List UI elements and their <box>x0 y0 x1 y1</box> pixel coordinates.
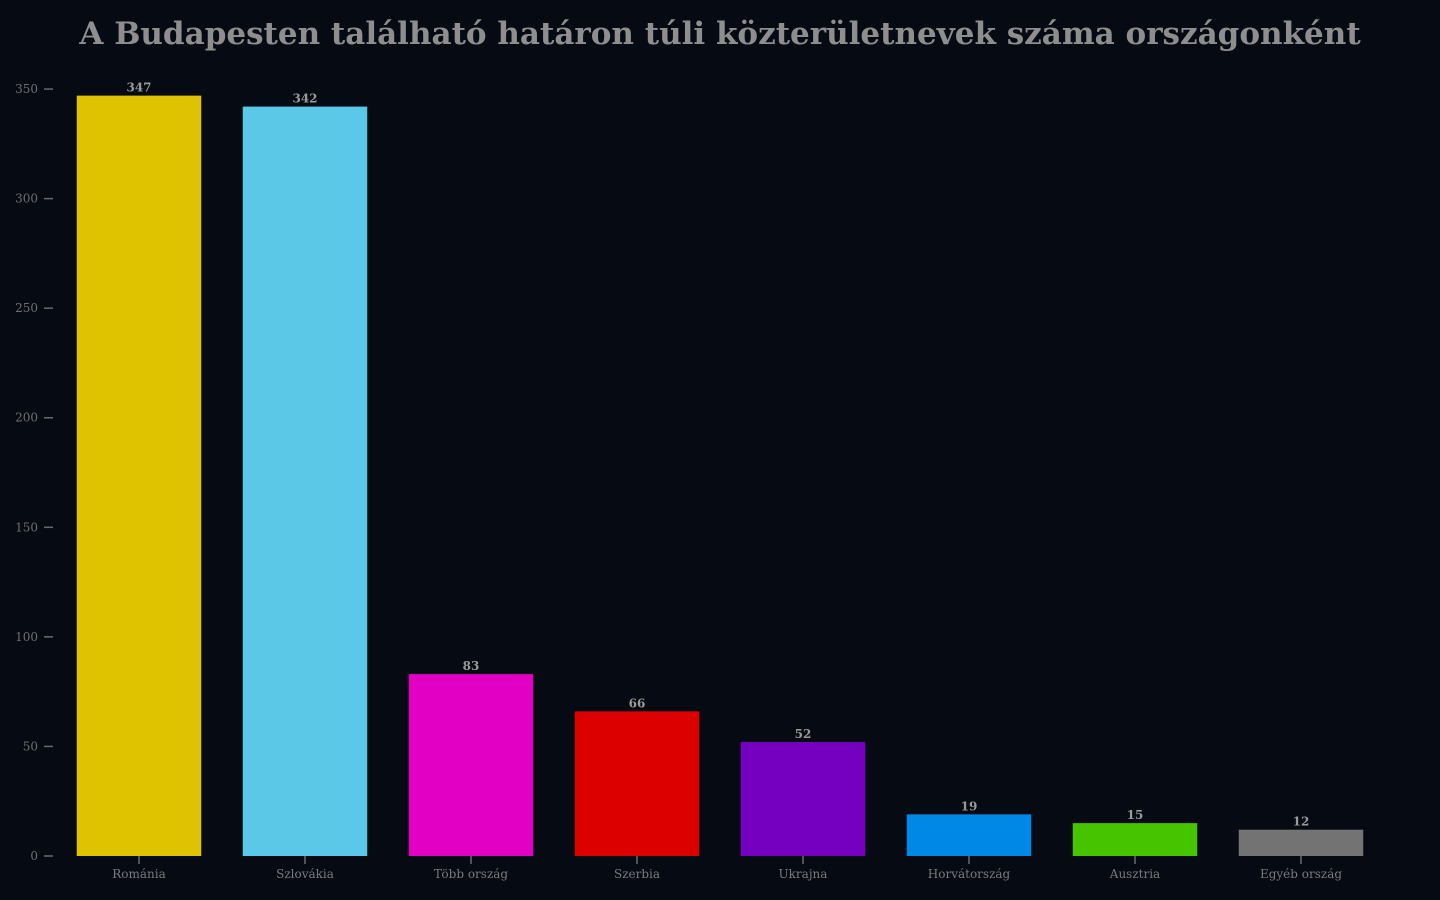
x-tick-label: Szlovákia <box>276 867 334 881</box>
data-label: 12 <box>1293 815 1310 829</box>
y-tick-label: 100 <box>15 630 38 644</box>
bar-2 <box>242 106 368 856</box>
y-tick-label: 350 <box>15 82 38 96</box>
y-tick-label: 50 <box>23 739 38 753</box>
data-label: 52 <box>795 727 812 741</box>
y-tick-label: 250 <box>15 301 38 315</box>
bar-5 <box>740 742 866 856</box>
data-label: 83 <box>463 659 480 673</box>
y-tick-label: 300 <box>15 192 38 206</box>
bars-group: 347 342 83 66 52 19 15 12 <box>76 81 1364 857</box>
y-tick-label: 0 <box>30 849 38 863</box>
y-tick-label: 200 <box>15 411 38 425</box>
x-tick-label: Egyéb ország <box>1260 867 1342 881</box>
bar-8 <box>1238 829 1364 856</box>
bar-1 <box>76 95 202 857</box>
y-axis: 0 50 100 150 200 250 300 350 <box>15 82 53 863</box>
x-tick-label: Horvátország <box>928 867 1011 881</box>
data-label: 66 <box>629 696 646 710</box>
bar-7 <box>1072 823 1198 856</box>
x-tick-label: Románia <box>112 867 166 881</box>
x-tick-label: Ukrajna <box>779 867 828 881</box>
bar-4 <box>574 711 700 856</box>
data-label: 19 <box>961 799 978 813</box>
x-tick-label: Ausztria <box>1109 867 1160 881</box>
y-tick-label: 150 <box>15 520 38 534</box>
data-label: 15 <box>1127 808 1144 822</box>
x-tick-label: Szerbia <box>614 867 660 881</box>
x-tick-label: Több ország <box>434 867 509 881</box>
data-label: 342 <box>292 92 317 106</box>
data-label: 347 <box>126 81 151 95</box>
bar-3 <box>408 674 534 856</box>
chart-title: A Budapesten található határon túli közt… <box>78 16 1361 52</box>
x-axis: Románia Szlovákia Több ország Szerbia Ukrajn… <box>112 856 1342 881</box>
bar-6 <box>906 814 1032 856</box>
